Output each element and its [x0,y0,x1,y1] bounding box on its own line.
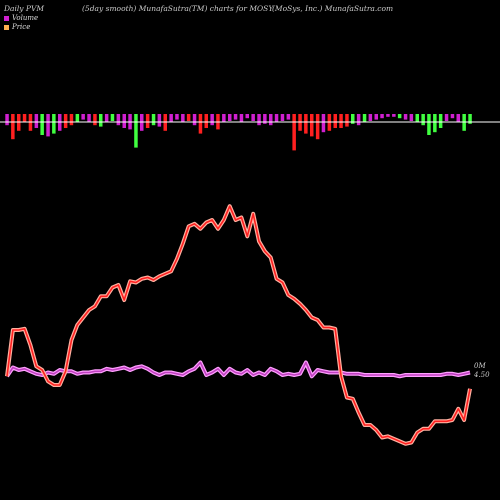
pvm-bar [81,114,85,120]
pvm-bar [198,114,203,134]
pvm-bar [69,114,74,126]
pvm-bar [274,114,279,123]
pvm-bar [46,114,50,137]
pvm-bar [368,114,373,121]
legend-volume-swatch [4,15,9,21]
pvm-bar [22,114,27,123]
chart-header-right: (MoSys, Inc.) MunafaSutra.com [272,4,394,13]
pvm-bar [181,114,185,123]
volume-end-label: 0M [474,362,486,370]
pvm-bar [11,114,15,140]
pvm-bar [186,114,191,121]
pvm-bar [456,114,460,123]
pvm-bar [233,114,238,120]
pvm-bar [280,114,285,121]
pvm-bar [110,114,115,121]
pvm-bar [122,114,126,128]
pvm-bar [333,114,337,128]
legend-volume-label: Volume [12,14,39,22]
pvm-bar [392,114,396,117]
legend-price-label: Price [12,23,31,31]
pvm-bar [93,114,97,126]
legend-price-swatch [4,24,9,30]
pvm-bar [427,114,431,135]
pvm-bar [304,114,308,134]
price-volume-lines [5,204,472,446]
pvm-bar [157,114,162,127]
pvm-bar [192,114,197,126]
price-end-label: 4.50 [473,371,490,379]
pvm-bar [403,114,408,120]
pvm-bar [362,114,367,123]
pvm-bar [415,114,419,123]
pvm-bar [210,114,214,126]
pvm-bar [438,114,443,128]
pvm-bar [397,114,402,119]
legend-volume: Volume [4,14,38,22]
pvm-bars [5,114,472,151]
pvm-bar [292,114,296,151]
pvm-bar [286,114,291,120]
pvm-bar [104,114,109,123]
pvm-bar [52,114,56,134]
pvm-bar [380,114,384,119]
pvm-bar [421,114,425,126]
pvm-bar [345,114,349,127]
pvm-bar [99,114,103,127]
pvm-bar [444,114,449,121]
pvm-bar [321,114,326,133]
pvm-bar [310,114,314,137]
pvm-bar [409,114,414,121]
pvm-bar [339,114,343,128]
pvm-bar [386,114,390,117]
legend-price: Price [4,23,30,31]
pvm-bar [433,114,437,133]
pvm-bar [87,114,91,123]
pvm-bar [315,114,320,140]
pvm-bar [175,114,179,120]
pvm-bar [5,114,9,126]
pvm-bar [468,114,472,124]
pvm-bar [169,114,173,123]
pvm-bar [222,114,226,123]
chart-header-center: (5day smooth) MunafaSutra(TM) charts for… [82,4,274,13]
pvm-bar [34,114,39,128]
pvm-bar [204,114,208,128]
volume-line [6,361,471,378]
pvm-bar [257,114,261,126]
pvm-bar [450,114,455,119]
pvm-bar [269,114,273,126]
pvm-bar [239,114,244,123]
pvm-bar [351,114,355,124]
pvm-bar [63,114,68,128]
pvm-bar [151,114,156,126]
pvm-bar [228,114,232,121]
pvm-bar [356,114,361,126]
chart-header-left: Daily PVM [4,4,45,13]
price-line [6,205,471,445]
pvm-bar [75,114,80,123]
pvm-bar [374,114,378,120]
pvm-bar [145,114,150,128]
pvm-bar [134,114,138,148]
pvm-bar [116,114,121,126]
pvm-bar [245,114,249,119]
pvm-bar [251,114,255,121]
pvm-bar [40,114,44,135]
pvm-bar [263,114,267,124]
